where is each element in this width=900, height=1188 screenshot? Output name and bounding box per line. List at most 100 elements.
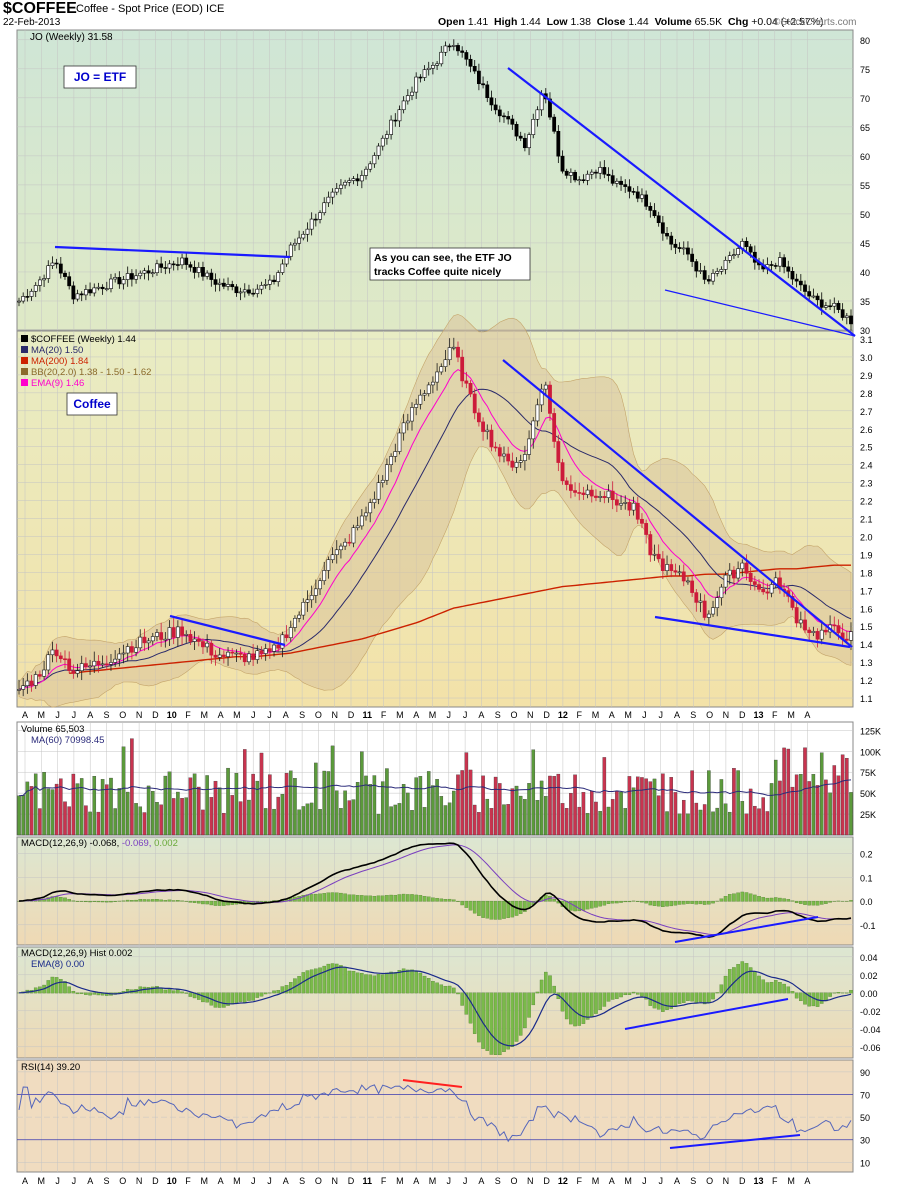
jo-candle-body [778, 257, 782, 267]
volume-bar [318, 809, 322, 836]
coffee-candle-body [464, 380, 469, 384]
jo-candle-body [251, 292, 256, 295]
coffee-candle-body [481, 421, 485, 432]
coffee-candle-body [376, 482, 381, 500]
macd-hist-bar [322, 893, 326, 902]
macd-hist-bar [498, 900, 502, 920]
macd-legend-part: 0.002 [151, 838, 177, 849]
macd-hist-bar [544, 894, 548, 902]
coffee-candle-body [247, 653, 251, 663]
jo-candle-body [485, 84, 490, 99]
coffee-candle-body [234, 652, 239, 655]
jo-candle-body [426, 67, 431, 70]
hist-bar [238, 992, 243, 1002]
jo-candle-body [681, 247, 686, 250]
x-tick-label-mid: J [658, 710, 663, 720]
coffee-candle-body [493, 446, 498, 449]
macd-hist-bar [96, 900, 101, 903]
macd-hist-bar [389, 894, 393, 902]
x-tick-label-mid: A [87, 710, 93, 720]
hist-bar [247, 992, 251, 1001]
coffee-candle-body [418, 394, 423, 405]
hist-bar [518, 992, 523, 1036]
coffee-candle-body [196, 638, 201, 642]
hist-bar [380, 974, 385, 994]
jo-candle-body [313, 218, 318, 221]
jo-candle-body [29, 290, 34, 297]
macd-hist-bar [615, 900, 619, 904]
jo-candle-body [67, 276, 72, 287]
volume-bar [100, 779, 105, 836]
volume-bar [343, 790, 347, 836]
jo-candle-body [159, 263, 164, 268]
hist-bar [669, 992, 673, 1009]
hist-bar [477, 992, 481, 1043]
x-tick-label-bottom: M [38, 1176, 46, 1186]
coffee-candle-body [217, 654, 222, 658]
coffee-candle-body [142, 636, 147, 644]
x-tick-label-mid: J [447, 710, 452, 720]
macd-hist-bar [640, 900, 644, 903]
jo-candle-body [560, 155, 565, 172]
volume-bar [811, 774, 816, 836]
volume-bar [485, 798, 490, 836]
volume-bar [644, 778, 648, 836]
volume-bar [134, 803, 138, 836]
hist-bar [702, 992, 707, 1005]
volume-bar [330, 745, 335, 836]
coffee-candle-body [63, 658, 67, 661]
hist-bar [610, 992, 615, 1000]
volume-bar [631, 787, 636, 836]
coffee-candle-body [836, 625, 841, 634]
volume-bar [456, 774, 460, 836]
x-tick-label-bottom: F [381, 1176, 387, 1186]
jo-candle-body [238, 291, 243, 294]
jo-candle-body [125, 273, 130, 280]
jo-candle-body [180, 257, 184, 266]
coffee-y-tick-label: 1.5 [860, 622, 873, 632]
macd-y-tick-label: 0.1 [860, 873, 873, 883]
coffee-candle-body [343, 541, 348, 547]
coffee-legend-item: MA(200) 1.84 [31, 356, 89, 367]
macd-hist-bar [786, 899, 791, 902]
coffee-candle-body [431, 381, 435, 386]
macd-hist-panel-bg [16, 946, 854, 1059]
macd-hist-bar [314, 893, 318, 902]
coffee-candle-body [426, 384, 431, 394]
hist-bar [590, 992, 594, 1017]
macd-hist-bar [159, 899, 163, 902]
coffee-candle-body [33, 674, 38, 686]
coffee-candle-body [121, 652, 126, 655]
coffee-candle-body [155, 632, 159, 637]
macd-hist-bar [648, 900, 653, 906]
macd-hist-bar [360, 895, 364, 902]
coffee-legend-item: MA(20) 1.50 [31, 345, 83, 356]
hist-bar [263, 992, 268, 995]
hist-bar [640, 992, 644, 997]
coffee-candle-body [113, 658, 118, 663]
volume-bar [376, 813, 381, 836]
volume-bar [418, 776, 423, 836]
volume-bar [171, 798, 176, 836]
coffee-candle-body [209, 642, 214, 656]
macd-hist-bar [88, 900, 92, 903]
coffee-candle-body [255, 650, 260, 660]
coffee-candle-body [765, 591, 770, 594]
macd-hist-bar [485, 900, 490, 919]
volume-bar [385, 768, 389, 836]
volume-bar [548, 775, 552, 836]
macd-hist-bar [372, 895, 377, 902]
volume-bar [840, 754, 845, 836]
hist-bar [146, 987, 151, 994]
volume-bar [790, 786, 795, 836]
jo-candle-body [188, 264, 193, 268]
macd-hist-bar [493, 900, 498, 920]
volume-bar [238, 801, 243, 836]
coffee-candle-body [564, 480, 569, 485]
hist-bar [690, 992, 694, 1002]
x-tick-label-bottom: O [315, 1176, 322, 1186]
jo-candle-body [828, 305, 832, 308]
macd-hist-bar [364, 895, 368, 902]
macd-hist-bar [594, 900, 598, 908]
volume-bar [518, 795, 523, 836]
